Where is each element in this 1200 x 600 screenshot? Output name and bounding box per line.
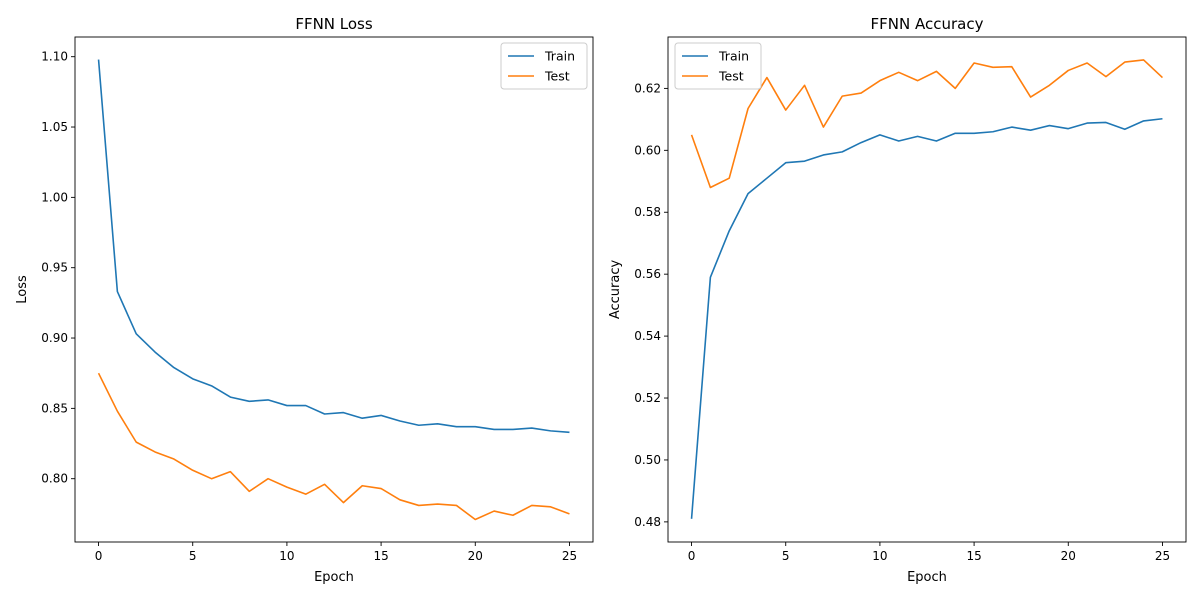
y-tick-label: 0.58	[634, 205, 661, 219]
x-tick-label: 5	[782, 549, 790, 563]
x-axis-label: Epoch	[314, 570, 354, 585]
series-line-test	[97, 372, 570, 521]
chart-panel-1: FFNN Accuracy 0 5 10 15 20 25 0.48 0.50 0.52 0.54 0…	[608, 15, 1187, 585]
y-tick-label: 0.80	[41, 472, 68, 486]
x-tick-label: 20	[1061, 549, 1076, 563]
y-tick-label: 0.56	[634, 267, 661, 281]
y-tick-label: 0.90	[41, 331, 68, 345]
chart-title: FFNN Accuracy	[871, 15, 984, 33]
legend-label-test: Test	[544, 69, 570, 84]
plot-frame	[667, 36, 1187, 543]
legend-box	[674, 42, 762, 90]
x-tick-label: 0	[688, 549, 696, 563]
plot-frame	[74, 36, 594, 543]
series-line-train	[97, 59, 570, 434]
y-tick-label: 0.62	[634, 81, 661, 95]
y-tick-label: 1.10	[41, 50, 68, 64]
series-line-test	[690, 59, 1163, 189]
x-tick-label: 15	[373, 549, 388, 563]
y-tick-label: 1.05	[41, 120, 68, 134]
x-tick-label: 10	[872, 549, 887, 563]
legend: Train Test	[500, 42, 588, 90]
y-tick-label: 0.85	[41, 401, 68, 415]
legend: Train Test	[674, 42, 762, 90]
y-tick-label: 0.48	[634, 515, 661, 529]
x-tick-label: 25	[562, 549, 577, 563]
y-tick-label: 1.00	[41, 190, 68, 204]
x-tick-label: 0	[95, 549, 103, 563]
chart-title: FFNN Loss	[295, 15, 373, 33]
y-tick-label: 0.60	[634, 143, 661, 157]
y-axis-label: Accuracy	[608, 260, 623, 320]
y-axis-label: Loss	[15, 275, 30, 304]
legend-label-train: Train	[718, 49, 749, 64]
x-tick-label: 5	[189, 549, 197, 563]
series-line-train	[690, 117, 1163, 519]
chart-panel-0: FFNN Loss 0 5 10 15 20 25 0.80 0.85 0.90 0.95 1.00 1…	[15, 15, 594, 585]
x-tick-label: 15	[966, 549, 981, 563]
legend-box	[500, 42, 588, 90]
x-axis-label: Epoch	[907, 570, 947, 585]
x-tick-label: 20	[468, 549, 483, 563]
y-tick-label: 0.95	[41, 261, 68, 275]
legend-label-test: Test	[718, 69, 744, 84]
x-tick-label: 25	[1155, 549, 1170, 563]
x-tick-label: 10	[279, 549, 294, 563]
y-tick-label: 0.54	[634, 329, 661, 343]
y-tick-label: 0.52	[634, 391, 661, 405]
legend-label-train: Train	[544, 49, 575, 64]
y-tick-label: 0.50	[634, 453, 661, 467]
